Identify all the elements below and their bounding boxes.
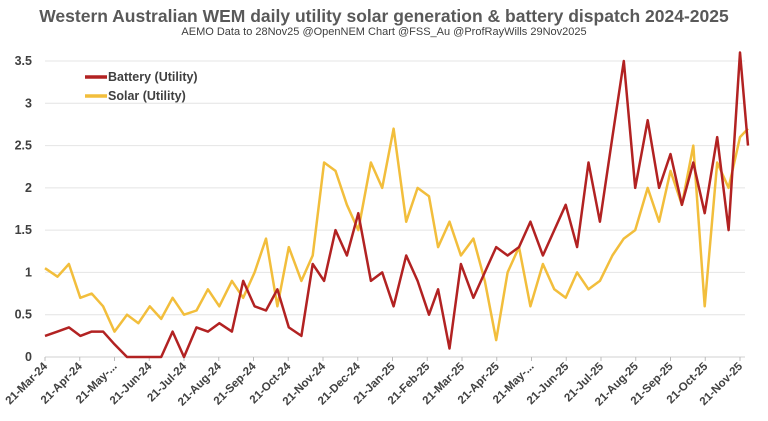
series-line-solar bbox=[44, 127, 749, 342]
legend: Battery (Utility) Solar (Utility) bbox=[85, 70, 198, 103]
series-line-battery bbox=[44, 51, 750, 359]
y-tick-label: 0.5 bbox=[15, 308, 32, 322]
y-tick-label: 3 bbox=[25, 96, 32, 110]
y-tick-label: 1.5 bbox=[15, 223, 32, 237]
chart-title: Western Australian WEM daily utility sol… bbox=[39, 6, 729, 26]
legend-label-solar: Solar (Utility) bbox=[108, 89, 186, 103]
y-tick-label: 3.5 bbox=[15, 54, 32, 68]
legend-label-battery: Battery (Utility) bbox=[108, 70, 198, 84]
y-tick-label: 2.5 bbox=[15, 139, 32, 153]
y-tick-label: 2 bbox=[25, 181, 32, 195]
y-tick-label: 0 bbox=[25, 350, 32, 364]
chart-subtitle: AEMO Data to 28Nov25 @OpenNEM Chart @FSS… bbox=[181, 26, 587, 38]
y-tick-label: 1 bbox=[25, 265, 32, 279]
